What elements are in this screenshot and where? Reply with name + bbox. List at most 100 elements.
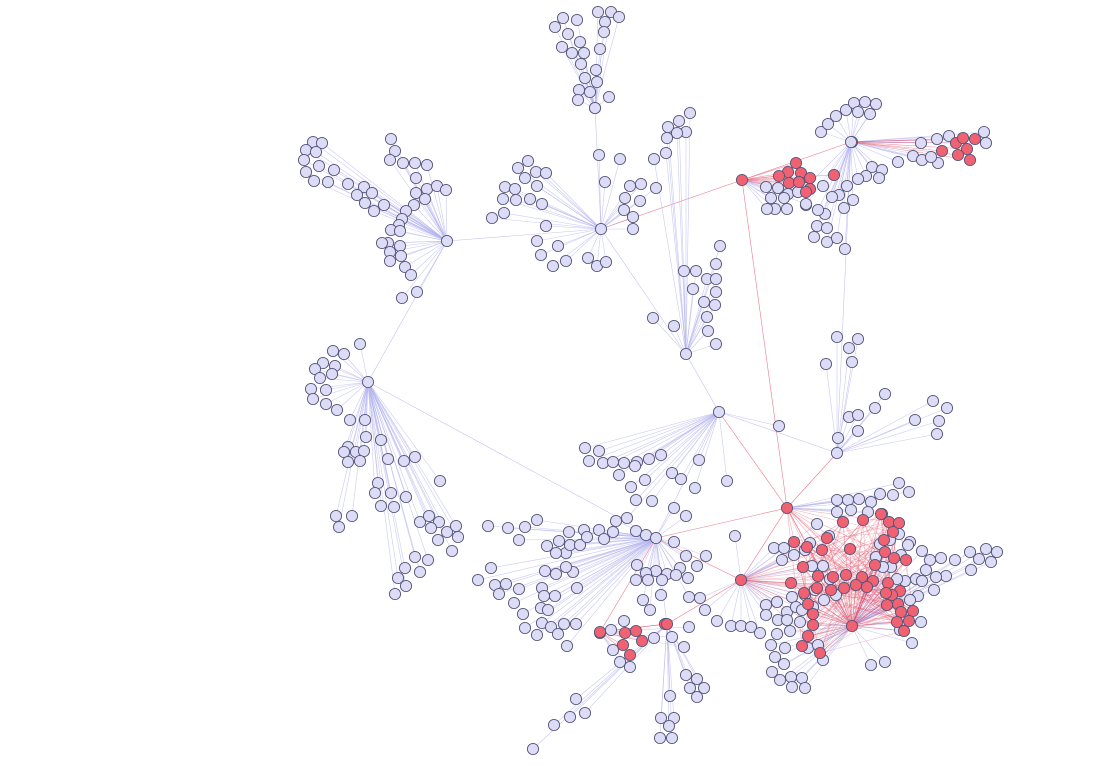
graph-node <box>653 731 667 745</box>
graph-node <box>760 202 774 216</box>
edge <box>786 482 900 509</box>
graph-node <box>501 521 515 535</box>
graph-node <box>777 541 791 555</box>
graph-node <box>659 146 673 160</box>
graph-node <box>844 503 858 517</box>
graph-node <box>839 103 853 117</box>
graph-node <box>795 671 809 685</box>
graph-node <box>571 93 585 107</box>
graph-node <box>377 198 391 212</box>
graph-node <box>577 46 591 60</box>
highlight-edge <box>741 179 788 509</box>
graph-node <box>840 179 854 193</box>
highlight-edge <box>786 507 874 582</box>
graph-node <box>927 583 941 597</box>
graph-node <box>570 13 584 27</box>
graph-node <box>523 192 537 206</box>
graph-node <box>433 474 447 488</box>
graph-node <box>394 249 408 263</box>
graph-node <box>604 623 618 637</box>
graph-node <box>682 590 696 604</box>
graph-node <box>551 239 565 253</box>
edge <box>312 381 369 400</box>
edge <box>426 164 448 242</box>
highlight-edge <box>851 513 882 627</box>
graph-node <box>569 617 583 631</box>
highlight-edge <box>740 521 890 581</box>
graph-node <box>451 530 465 544</box>
edge <box>666 623 670 727</box>
graph-node <box>665 466 679 480</box>
graph-node <box>561 27 575 41</box>
highlight-edge <box>802 537 828 568</box>
graph-node <box>820 221 834 235</box>
graph-node <box>357 444 371 458</box>
graph-node <box>793 615 807 629</box>
hub-node <box>844 135 858 149</box>
graph-node <box>798 681 812 695</box>
highlighted-node <box>810 581 824 595</box>
graph-node <box>929 570 943 584</box>
edge <box>734 535 742 581</box>
edge <box>740 547 775 581</box>
highlighted-node <box>902 614 916 628</box>
graph-node <box>547 718 561 732</box>
graph-node <box>399 490 413 504</box>
highlight-edge <box>851 584 857 627</box>
highlight-edge <box>718 411 788 509</box>
graph-node <box>407 198 421 212</box>
graph-node <box>667 501 681 515</box>
graph-node <box>979 542 993 556</box>
graph-node <box>915 544 929 558</box>
graph-node <box>299 143 313 157</box>
edge <box>698 411 720 461</box>
graph-node <box>628 459 642 473</box>
edge <box>600 158 621 230</box>
highlight-edge <box>740 507 788 581</box>
graph-node <box>565 46 579 60</box>
graph-node <box>693 591 707 605</box>
graph-node <box>617 203 631 217</box>
graph-node <box>773 673 787 687</box>
graph-node <box>337 347 351 361</box>
highlighted-node <box>629 624 643 638</box>
highlighted-node <box>868 558 882 572</box>
graph-node <box>307 174 321 188</box>
edge <box>740 579 797 608</box>
edge <box>600 197 626 230</box>
edge <box>359 343 369 383</box>
graph-node <box>713 239 727 253</box>
graph-node <box>683 681 697 695</box>
edge <box>635 411 720 501</box>
graph-node <box>886 488 900 502</box>
edge <box>652 317 687 355</box>
highlighted-node <box>806 607 820 621</box>
edge <box>741 179 768 210</box>
edge <box>367 240 448 383</box>
edge <box>588 411 720 462</box>
edge <box>594 16 620 109</box>
highlight-edge <box>786 507 895 559</box>
graph-node <box>905 636 919 650</box>
graph-node <box>734 619 748 633</box>
graph-node <box>484 561 498 575</box>
edge <box>836 141 852 454</box>
graph-node <box>546 259 560 273</box>
graph-node <box>602 90 616 104</box>
graph-node <box>919 563 933 577</box>
edge <box>602 411 720 464</box>
highlighted-node <box>811 569 825 583</box>
graph-node <box>304 382 318 396</box>
edge <box>373 210 448 242</box>
graph-node <box>851 105 865 119</box>
edge <box>389 159 448 242</box>
hub-node <box>679 347 693 361</box>
graph-node <box>422 509 436 523</box>
graph-node <box>932 414 946 428</box>
graph-node <box>819 357 833 371</box>
edge <box>343 381 369 453</box>
edge <box>851 625 872 666</box>
edge <box>683 270 687 355</box>
graph-node <box>892 476 906 490</box>
graph-node <box>665 731 679 745</box>
